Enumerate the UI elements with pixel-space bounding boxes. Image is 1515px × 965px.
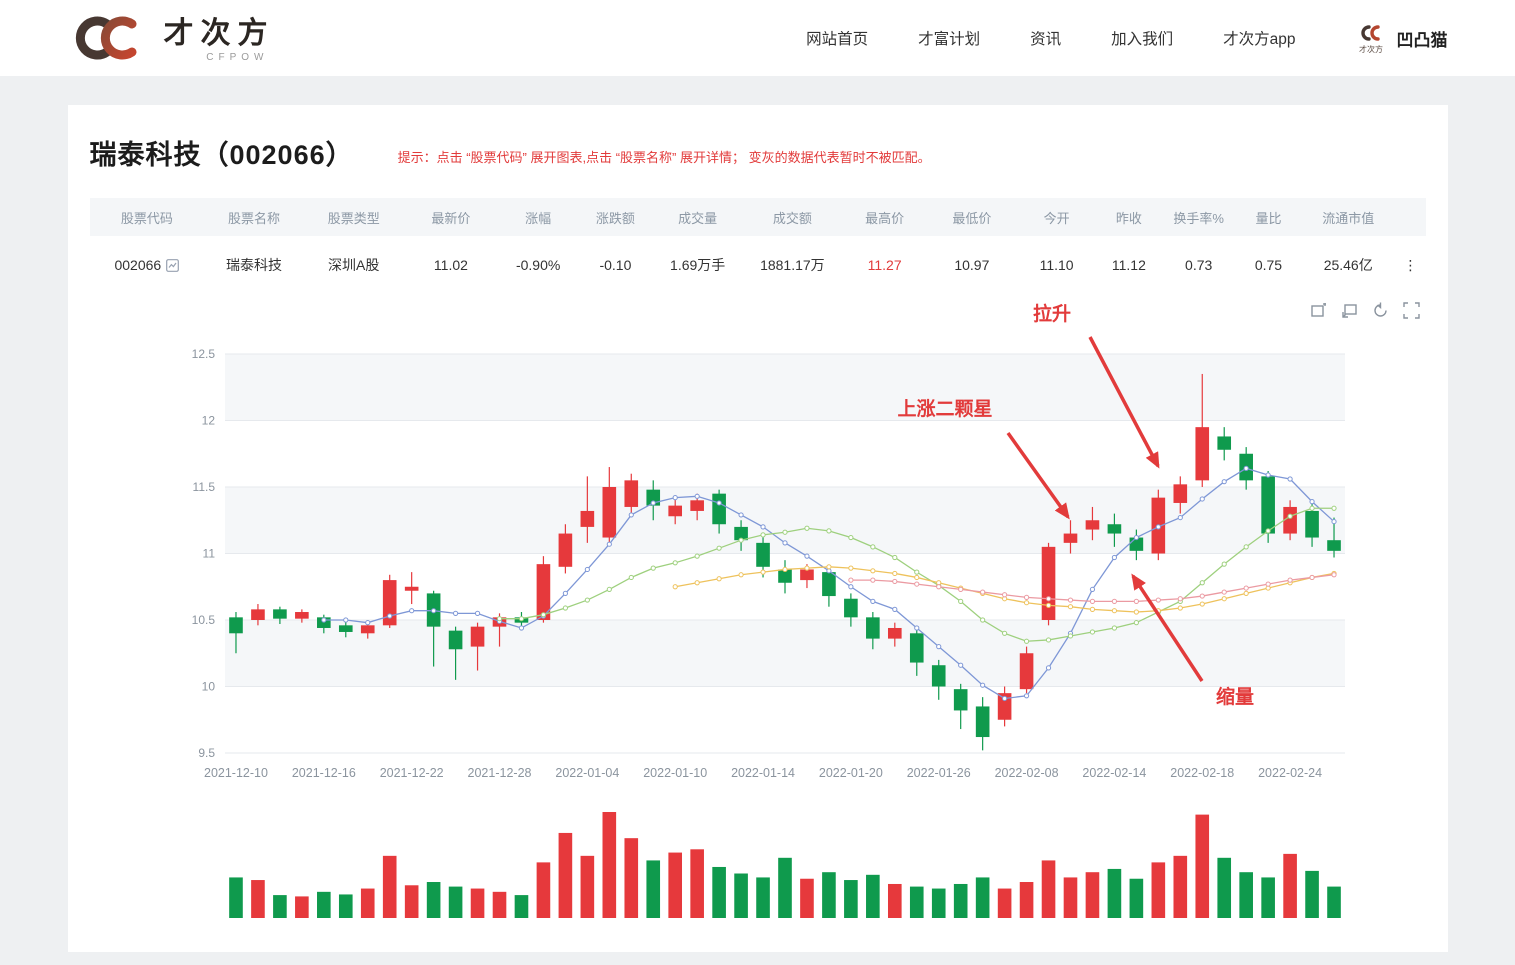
chart-toolbox [1310,302,1420,319]
svg-text:2022-02-08: 2022-02-08 [994,766,1058,780]
svg-text:2022-01-20: 2022-01-20 [818,766,882,780]
col-latest-price: 最新价 [431,210,471,226]
col-turnover: 成交额 [772,210,812,226]
kebab-menu-icon[interactable]: ⋮ [1403,257,1418,273]
stock-data-row: 002066 瑞泰科技 深圳A股 11.02 -0.90% -0.10 1.69… [89,236,1426,294]
col-stock-code: 股票代码 [120,210,173,226]
col-prev-close: 昨收 [1115,210,1142,226]
svg-text:2022-01-26: 2022-01-26 [906,766,970,780]
col-open: 今开 [1043,210,1070,226]
kline-chart-svg[interactable]: 9.5 10 10.5 11 11.5 12 12.5 2021-12-10 2021-12-1… [90,296,1426,786]
nav-item-news[interactable]: 资讯 [1030,31,1062,48]
col-high: 最高价 [865,210,905,226]
nav-item-home[interactable]: 网站首页 [806,31,869,48]
svg-text:缩量: 缩量 [1215,685,1253,708]
latest-price-cell: 11.02 [433,257,468,273]
col-change-amt: 涨跌额 [595,210,635,226]
expand-chart-icon [166,258,180,272]
svg-text:2022-01-04: 2022-01-04 [555,766,619,780]
stock-name-cell[interactable]: 瑞泰科技 [226,257,282,273]
change-amt-cell: -0.10 [599,257,632,273]
high-cell: 11.27 [867,257,902,273]
change-pct-cell: -0.90% [515,257,561,273]
col-stock-type: 股票类型 [327,210,380,226]
svg-text:才次方: 才次方 [1359,44,1383,54]
svg-text:9.5: 9.5 [198,746,215,760]
prev-close-cell: 11.12 [1111,257,1146,273]
svg-text:11: 11 [202,547,215,561]
top-nav: 才次方 CFPOW 网站首页 才富计划 资讯 加入我们 才次方app 才次方 凹… [0,0,1515,76]
logo-text: 才次方 [163,17,275,50]
svg-text:10.5: 10.5 [191,613,215,627]
nav-item-app[interactable]: 才次方app [1223,31,1296,48]
low-cell: 10.97 [954,257,990,273]
turnover-rate-cell: 0.73 [1185,257,1213,273]
svg-text:2021-12-10: 2021-12-10 [204,766,268,780]
col-stock-name: 股票名称 [227,210,280,226]
zoom-reset-icon[interactable] [1341,302,1358,319]
partner-logo-icon: 才次方 [1359,25,1383,54]
svg-text:2022-02-18: 2022-02-18 [1170,766,1234,780]
nav-item-wealth-plan[interactable]: 才富计划 [918,31,981,48]
svg-text:12: 12 [201,414,215,428]
col-change-pct: 涨幅 [525,210,552,226]
site-logo[interactable]: 才次方 CFPOW [68,13,275,63]
nav-item-join-us[interactable]: 加入我们 [1111,31,1174,48]
turnover-cell: 1881.17万 [760,257,825,273]
logo-cc-icon [75,16,136,60]
svg-text:2021-12-28: 2021-12-28 [467,766,531,780]
box-zoom-icon[interactable] [1310,302,1327,319]
table-header-row: 股票代码 股票名称 股票类型 最新价 涨幅 涨跌额 成交量 成交额 最高价 最低… [89,198,1426,236]
stock-code-cell[interactable]: 002066 [90,257,205,273]
svg-text:2021-12-22: 2021-12-22 [379,766,443,780]
col-turnover-rate: 换手率% [1173,210,1224,226]
partner-brand-link[interactable]: 才次方 凹凸猫 [1354,21,1448,55]
svg-text:2022-02-24: 2022-02-24 [1258,766,1322,780]
svg-text:11.5: 11.5 [192,480,215,494]
main-nav: 网站首页 才富计划 资讯 加入我们 才次方app [806,27,1295,49]
svg-text:2021-12-16: 2021-12-16 [291,766,355,780]
hint-text: 提示：点击 “股票代码” 展开图表,点击 “股票名称” 展开详情； 变灰的数据代… [397,150,931,165]
svg-text:2022-01-10: 2022-01-10 [643,766,707,780]
volume-chart-svg[interactable] [90,786,1426,926]
svg-text:2022-01-14: 2022-01-14 [731,766,795,780]
svg-text:10: 10 [201,680,215,694]
open-cell: 11.10 [1039,257,1074,273]
stock-page-title: 瑞泰科技（002066） [89,140,354,170]
svg-text:2022-02-14: 2022-02-14 [1082,766,1146,780]
stock-type-cell: 深圳A股 [328,257,380,273]
svg-text:12.5: 12.5 [191,347,215,361]
svg-text:拉升: 拉升 [1032,302,1070,325]
svg-text:上涨二颗星: 上涨二颗星 [897,398,992,420]
col-volume: 成交量 [678,210,718,226]
col-low: 最低价 [952,210,992,226]
col-volume-ratio: 量比 [1255,210,1282,226]
kline-chart-area: 9.5 10 10.5 11 11.5 12 12.5 2021-12-10 2021-12-1… [90,296,1426,786]
stock-table: 股票代码 股票名称 股票类型 最新价 涨幅 涨跌额 成交量 成交额 最高价 最低… [89,198,1426,294]
restore-icon[interactable] [1372,302,1389,319]
fullscreen-icon[interactable] [1402,302,1420,319]
logo-subtext: CFPOW [206,52,269,63]
title-row: 瑞泰科技（002066） 提示：点击 “股票代码” 展开图表,点击 “股票名称”… [90,133,1426,172]
volume-cell: 1.69万手 [670,257,726,273]
stock-code-value: 002066 [114,257,162,273]
col-market-cap: 流通市值 [1322,210,1375,226]
market-cap-cell: 25.46亿 [1323,257,1373,273]
partner-brand-name: 凹凸猫 [1396,30,1448,50]
volume-ratio-cell: 0.75 [1254,257,1283,273]
content-card: 瑞泰科技（002066） 提示：点击 “股票代码” 展开图表,点击 “股票名称”… [67,105,1448,952]
